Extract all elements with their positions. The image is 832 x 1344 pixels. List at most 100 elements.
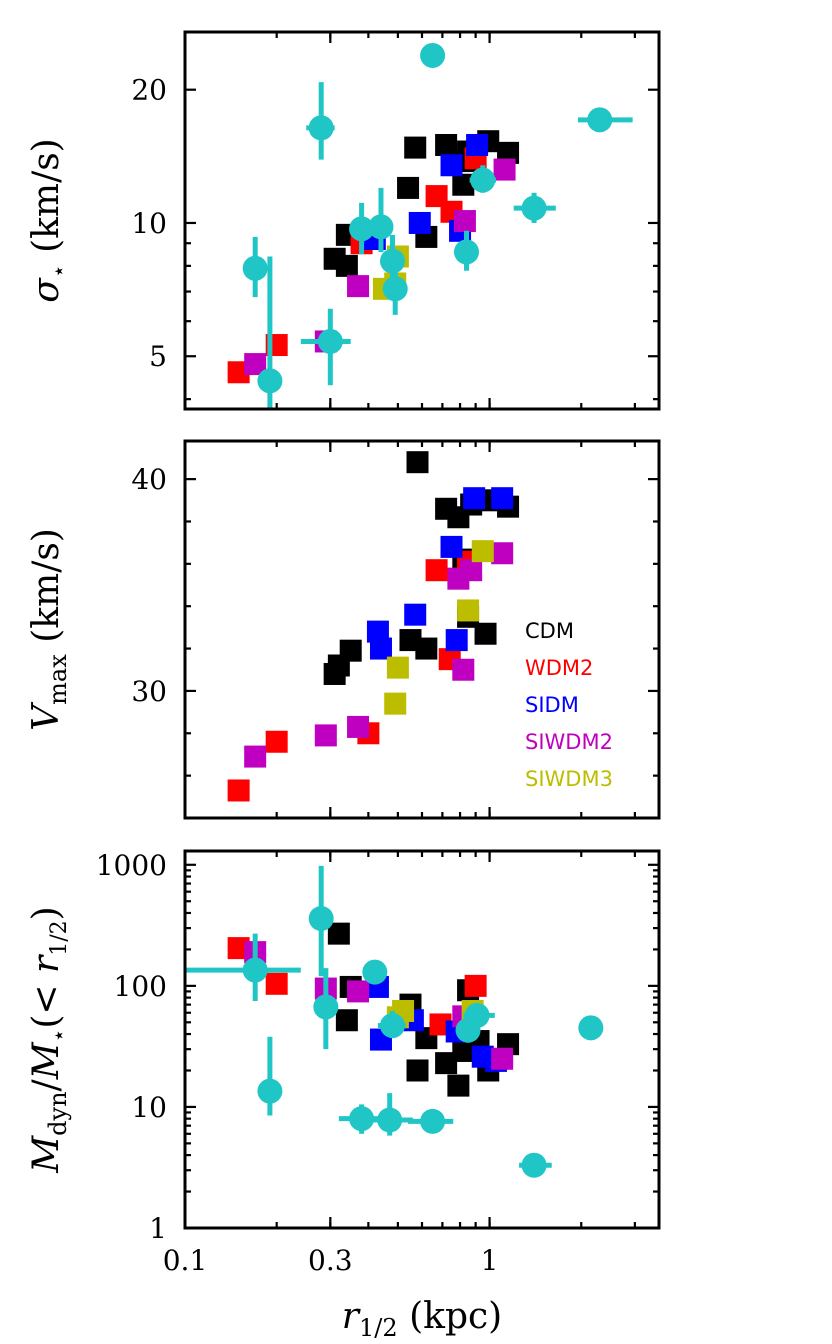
data-point-cdm (497, 141, 520, 164)
data-point-observed (242, 957, 268, 983)
data-point-sidm (440, 535, 463, 558)
data-point-cdm (415, 637, 438, 660)
data-point-siwdm3 (457, 599, 480, 622)
data-point-observed (379, 248, 405, 274)
y-tick-label: 1 (149, 1212, 167, 1245)
y-axis-label: Mdyn/M⋆(< r1/2) (26, 906, 72, 1173)
data-point-observed (257, 1078, 283, 1104)
series-siwdm3 (384, 540, 494, 715)
data-point-siwdm2 (452, 658, 475, 681)
legend: CDM WDM2 SIDM SIWDM2 SIWDM3 (525, 619, 613, 791)
data-point-siwdm2 (347, 275, 370, 298)
data-point-wdm2 (227, 937, 250, 960)
data-point-siwdm2 (491, 1047, 514, 1070)
series-observed (242, 42, 633, 409)
y-axis-label: Vmax (km/s) (26, 528, 72, 731)
data-point-observed (349, 1106, 375, 1132)
data-point-observed (368, 214, 394, 240)
plot-area (227, 42, 633, 409)
x-axis-label: r1/2 (kpc) (342, 1296, 502, 1342)
data-point-siwdm2 (244, 745, 267, 768)
data-point-siwdm2 (347, 980, 370, 1003)
data-point-observed (308, 906, 334, 932)
data-point-sidm (366, 620, 389, 643)
y-tick-label: 5 (149, 340, 167, 373)
data-point-siwdm2 (460, 559, 483, 582)
data-point-cdm (435, 1052, 458, 1075)
data-point-sidm (463, 487, 486, 510)
data-point-observed (308, 115, 334, 141)
data-point-cdm (327, 922, 350, 945)
data-point-wdm2 (265, 972, 288, 995)
data-point-cdm (397, 176, 420, 199)
panel-top: 5 10 20 σ⋆ (km/s) (26, 30, 661, 411)
data-point-cdm (335, 1009, 358, 1032)
panel-bottom: 0.1 0.3 1 1 10 100 1000 Mdyn/M⋆(< r1/2) r1/2 (kp… (26, 849, 661, 1342)
data-point-observed (470, 167, 496, 193)
data-point-wdm2 (265, 730, 288, 753)
series-wdm2 (227, 937, 487, 1036)
data-point-siwdm2 (453, 210, 476, 233)
data-point-observed (464, 1002, 490, 1028)
data-point-observed (521, 195, 547, 221)
data-point-observed (317, 328, 343, 354)
data-point-sidm (404, 603, 427, 626)
data-point-siwdm2 (491, 542, 514, 565)
data-point-observed (578, 1015, 604, 1041)
data-point-observed (382, 276, 408, 302)
data-point-siwdm3 (471, 540, 494, 563)
data-point-cdm (452, 173, 475, 196)
data-point-wdm2 (227, 361, 250, 384)
data-point-cdm (474, 622, 497, 645)
y-tick-label: 1000 (96, 849, 167, 882)
x-tick-label: 0.3 (308, 1244, 353, 1277)
data-point-observed (349, 216, 375, 242)
data-point-sidm (491, 487, 514, 510)
data-point-siwdm2 (347, 715, 370, 738)
data-point-sidm (408, 211, 431, 234)
series-cdm (323, 451, 520, 685)
data-point-observed (587, 107, 613, 133)
y-tick-label: 10 (131, 207, 167, 240)
data-point-siwdm2 (493, 158, 516, 181)
data-point-observed (420, 42, 446, 68)
data-point-observed (377, 1107, 403, 1133)
data-point-wdm2 (464, 974, 487, 997)
data-point-siwdm2 (244, 353, 267, 376)
data-point-sidm (440, 154, 463, 177)
x-tick-label: 0.1 (163, 1244, 208, 1277)
legend-entry-sidm: SIDM (525, 693, 579, 717)
data-point-sidm (445, 629, 468, 652)
y-axis-label: σ⋆ (km/s) (26, 138, 72, 302)
legend-entry-siwdm3: SIWDM3 (525, 767, 613, 791)
legend-entry-wdm2: WDM2 (525, 656, 593, 680)
legend-entry-siwdm2: SIWDM2 (525, 730, 613, 754)
panel-middle: 30 40 Vmax (km/s) CDM WDM2 SIDM SIWDM2 SIWDM3 (26, 439, 661, 820)
data-point-cdm (406, 1059, 429, 1082)
data-point-observed (454, 239, 480, 265)
series-siwdm2 (244, 542, 514, 768)
series-cdm (323, 130, 520, 277)
y-tick-label: 30 (131, 675, 167, 708)
data-point-observed (242, 255, 268, 281)
data-point-observed (420, 1108, 446, 1134)
data-point-observed (521, 1152, 547, 1178)
data-point-observed (362, 959, 388, 985)
data-point-wdm2 (425, 559, 448, 582)
data-point-siwdm3 (386, 656, 409, 679)
data-point-cdm (335, 254, 358, 277)
plot-area (227, 451, 520, 802)
y-tick-label: 10 (131, 1091, 167, 1124)
x-tick-label: 1 (481, 1244, 499, 1277)
data-point-cdm (447, 1074, 470, 1097)
data-point-observed (379, 1013, 405, 1039)
data-point-siwdm2 (314, 724, 337, 747)
data-point-cdm (339, 639, 362, 662)
y-tick-label: 20 (131, 74, 167, 107)
data-point-sidm (369, 637, 392, 660)
y-tick-label: 100 (114, 970, 167, 1003)
series-observed (186, 865, 604, 1178)
plot-area (186, 865, 604, 1178)
data-point-siwdm3 (384, 692, 407, 715)
y-tick-label: 40 (131, 463, 167, 496)
